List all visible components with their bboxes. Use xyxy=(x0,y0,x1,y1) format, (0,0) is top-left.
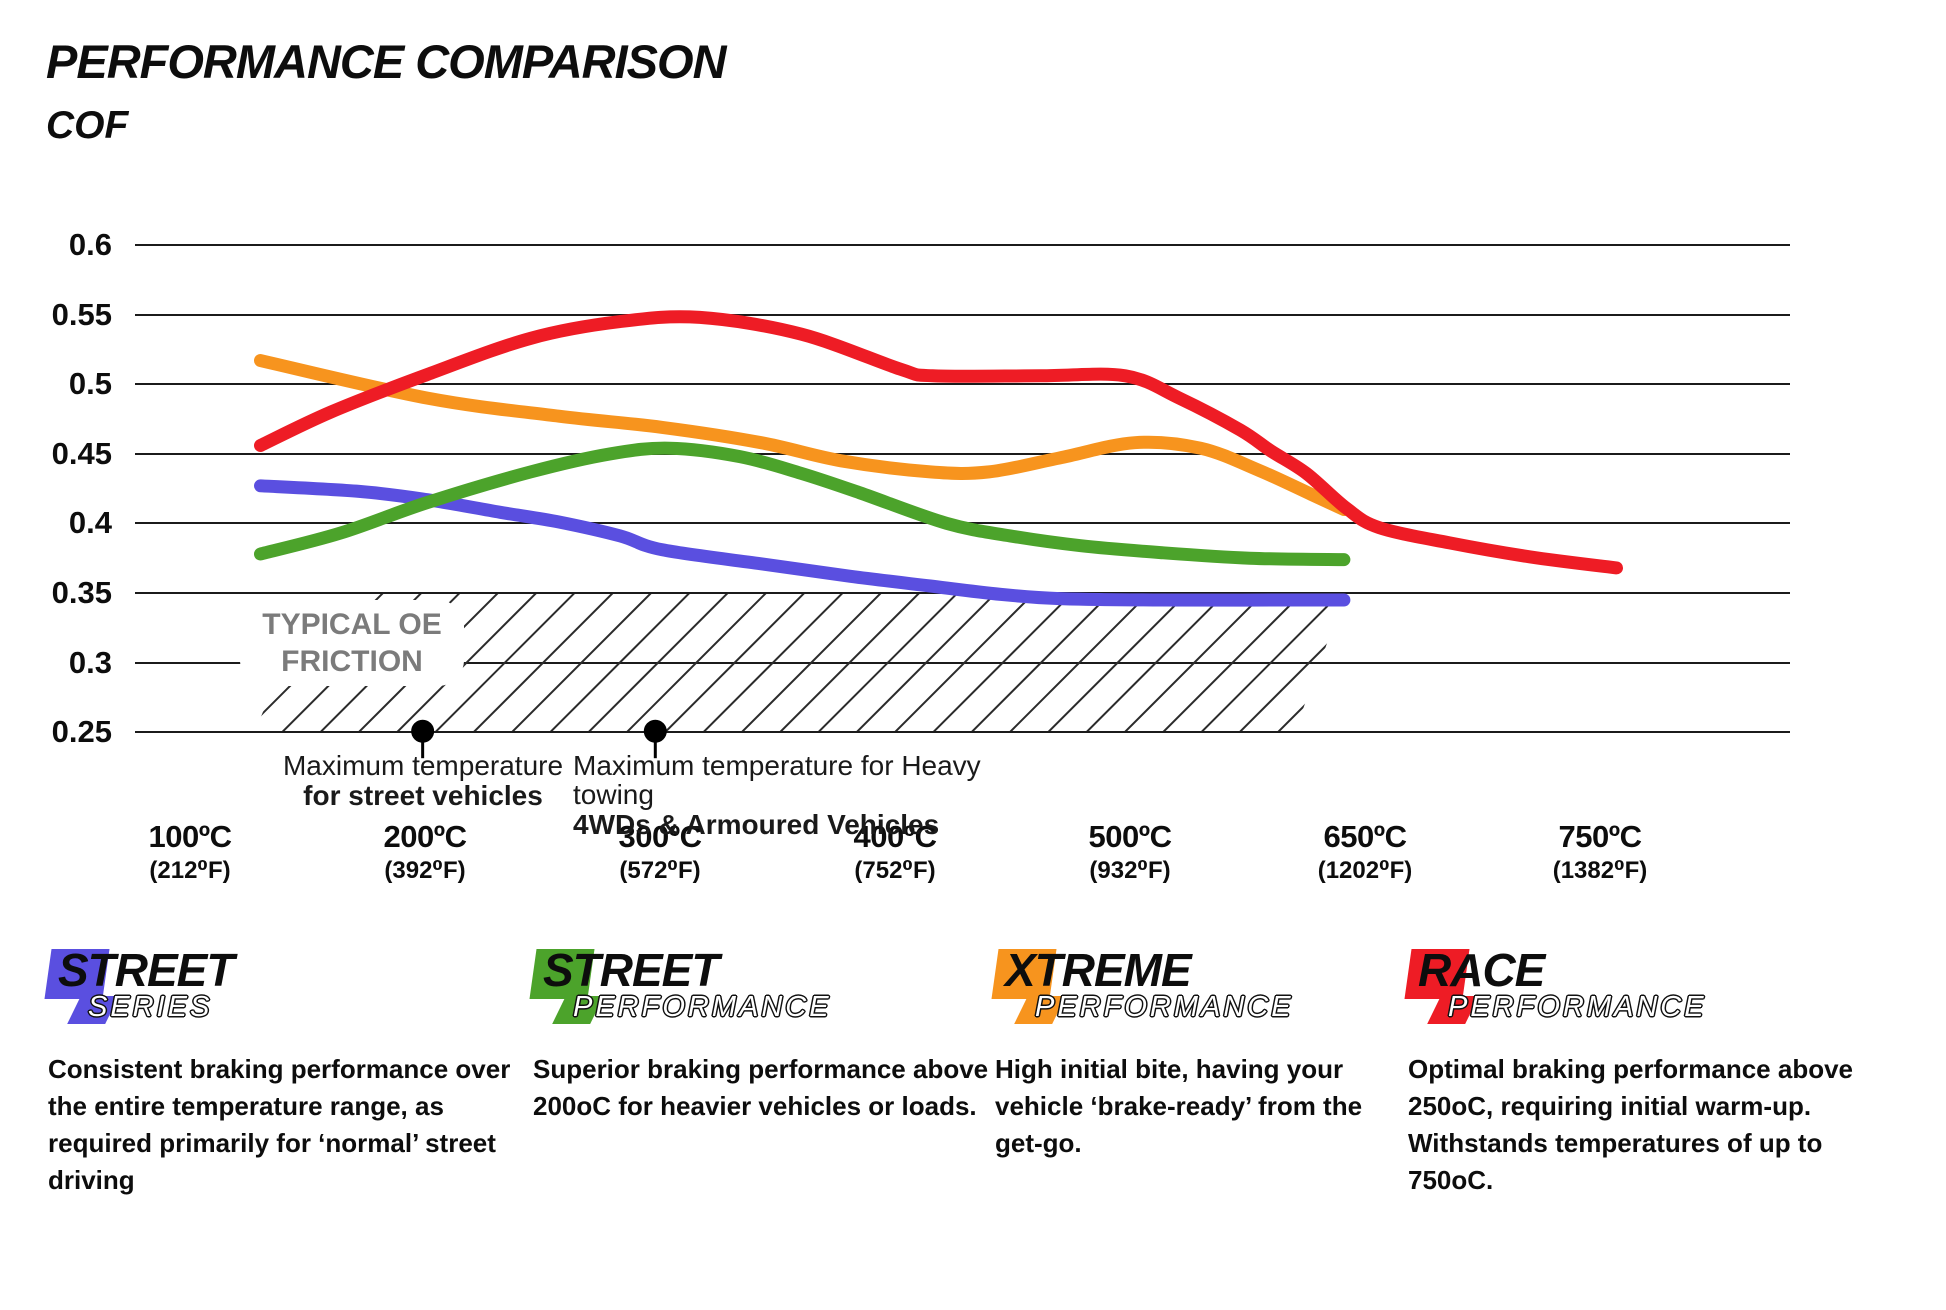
race-performance-description: Optimal braking performance above 250oC,… xyxy=(1408,1054,1854,1195)
x-tick-label: 200ºC (392⁰F) xyxy=(383,819,467,884)
annotation-line: Maximum temperature for Heavy towing xyxy=(573,750,981,810)
x-tick-label: 400ºC (752⁰F) xyxy=(853,819,937,884)
annotation-line-bold: for street vehicles xyxy=(303,780,543,811)
xtreme-performance-description: High initial bite, having your vehicle ‘… xyxy=(995,1054,1363,1158)
annotation-line-bold: 4WDs & Armoured Vehicles xyxy=(573,809,940,840)
typical-oe-friction-label: TYPICAL OE FRICTION xyxy=(240,600,464,686)
xtreme-performance-logo: XTREME PERFORMANCE xyxy=(995,944,1407,1025)
gridline xyxy=(135,313,1790,316)
logo-word1: STREET xyxy=(58,944,234,996)
max-temp-street-annotation: Maximum temperature for street vehicles xyxy=(258,751,588,810)
street-performance-logo: STREET PERFORMANCE xyxy=(533,944,993,1025)
annotation-line: Maximum temperature xyxy=(282,750,564,781)
annotation-stem xyxy=(421,742,425,759)
curve-street-performance xyxy=(254,441,1351,567)
oe-friction-hatch-zone xyxy=(255,594,1345,731)
gridline xyxy=(135,452,1790,455)
x-tick-label: 750ºC (1382⁰F) xyxy=(1552,819,1648,884)
y-axis-title: COF xyxy=(46,104,129,147)
street-series-logo: STREET SERIES xyxy=(48,944,518,1025)
annotation-dot xyxy=(411,719,435,743)
legend-street-series: STREET SERIES Consistent braking perform… xyxy=(48,944,518,1199)
y-tick-label: 0.4 xyxy=(68,505,112,541)
curve-race-performance xyxy=(254,310,1623,575)
legend-street-performance: STREET PERFORMANCE Superior braking perf… xyxy=(533,944,993,1125)
oe-label-line1: TYPICAL OE xyxy=(262,608,442,641)
gridline xyxy=(135,383,1790,386)
logo-word1: RACE xyxy=(1418,944,1545,996)
logo-word2: PERFORMANCE xyxy=(1448,991,1707,1023)
x-tick-label: 300ºC (572⁰F) xyxy=(618,819,702,884)
annotation-dot xyxy=(643,719,667,743)
y-tick-label: 0.25 xyxy=(51,714,112,750)
y-tick-label: 0.5 xyxy=(68,366,112,402)
gridline xyxy=(135,731,1790,734)
y-tick-label: 0.35 xyxy=(51,575,112,610)
y-tick-label: 0.55 xyxy=(51,296,112,332)
oe-label-line2: FRICTION xyxy=(281,645,423,678)
logo-word2: SERIES xyxy=(88,991,213,1023)
legend-race-performance: RACE PERFORMANCE Optimal braking perform… xyxy=(1408,944,1878,1199)
x-tick-label: 500ºC (932⁰F) xyxy=(1088,819,1172,884)
x-tick-label: 100ºC (212⁰F) xyxy=(148,819,232,884)
product-legend: STREET SERIES Consistent braking perform… xyxy=(0,944,1946,1247)
y-tick-label: 0.6 xyxy=(68,227,112,262)
x-tick-label: 650ºC (1202⁰F) xyxy=(1317,819,1413,884)
max-temp-towing-annotation: Maximum temperature for Heavy towing 4WD… xyxy=(573,751,1023,839)
street-series-description: Consistent braking performance over the … xyxy=(48,1054,511,1195)
gridline xyxy=(135,244,1790,246)
curve-xtreme-performance xyxy=(254,354,1351,516)
y-tick-label: 0.45 xyxy=(51,435,112,471)
gridline xyxy=(135,661,1790,664)
logo-word1: STREET xyxy=(543,944,719,996)
logo-word2: PERFORMANCE xyxy=(1035,991,1294,1023)
legend-xtreme-performance: XTREME PERFORMANCE High initial bite, ha… xyxy=(995,944,1407,1162)
street-performance-description: Superior braking performance above 200oC… xyxy=(533,1054,989,1121)
logo-word2: PERFORMANCE xyxy=(573,991,832,1023)
annotation-stem xyxy=(653,742,657,759)
y-tick-label: 0.3 xyxy=(68,644,112,680)
logo-word1: XTREME xyxy=(1005,944,1192,996)
race-performance-logo: RACE PERFORMANCE xyxy=(1408,944,1878,1025)
page-title: PERFORMANCE COMPARISON xyxy=(46,35,727,88)
